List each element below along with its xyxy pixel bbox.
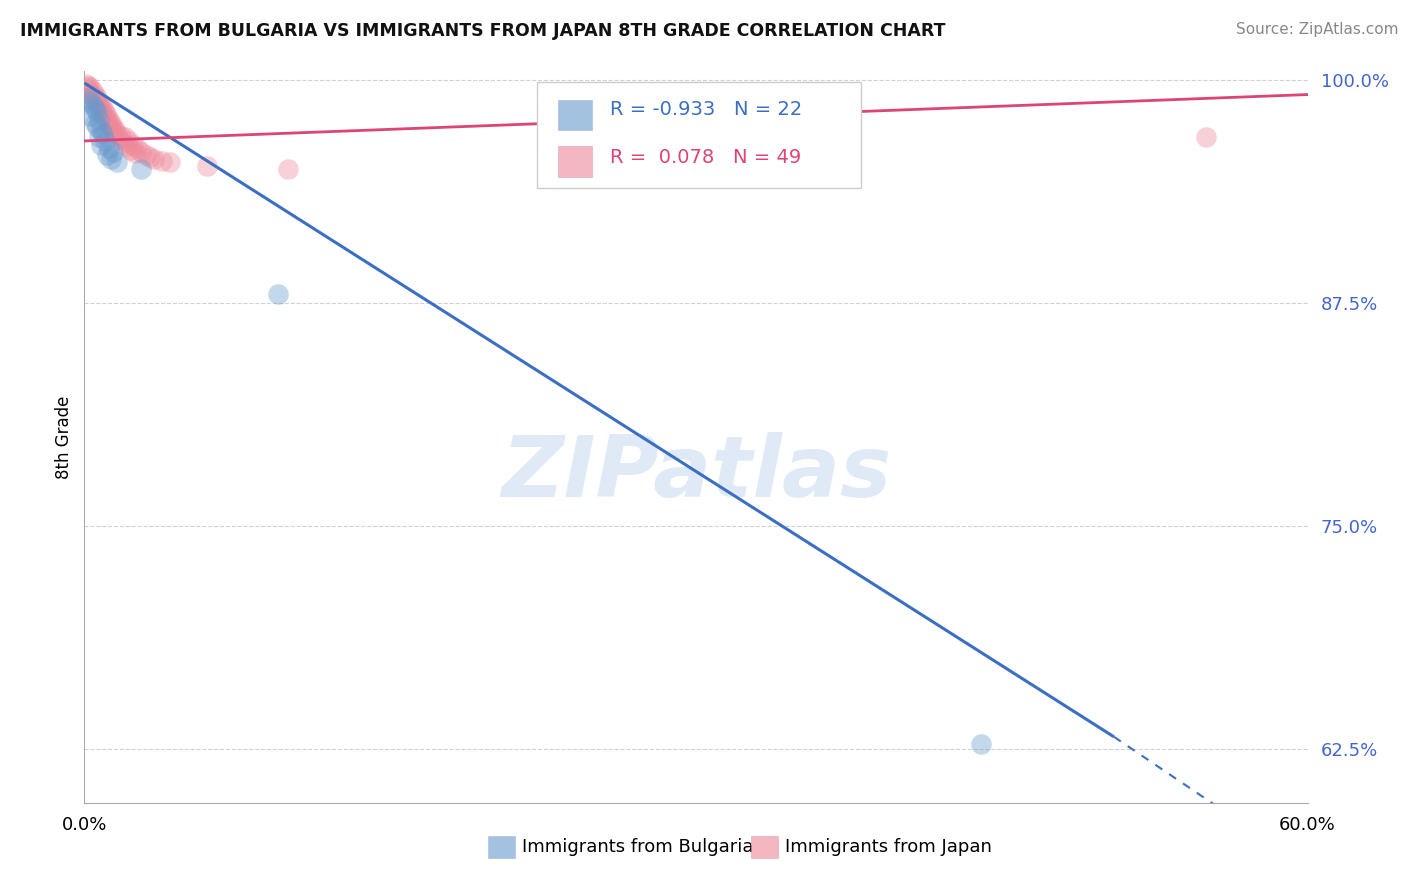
Point [86,91,108,105]
Point [87,112,110,127]
FancyBboxPatch shape [537,82,860,188]
Text: R =  0.078   N = 49: R = 0.078 N = 49 [610,147,801,167]
Point [138,150,160,164]
Point [86,120,108,134]
Point [127,141,149,155]
Point [75,77,97,91]
Point [159,155,181,169]
FancyBboxPatch shape [488,836,515,858]
FancyBboxPatch shape [558,146,592,177]
Point [77,91,100,105]
Point [97,118,120,132]
Point [86,105,108,120]
Point [1195,130,1218,145]
Point [87,100,110,114]
Point [131,162,153,177]
Point [82,84,104,98]
Point [277,162,299,177]
Point [90,137,112,152]
Point [93,134,115,148]
Point [108,132,131,146]
Point [87,130,110,145]
Point [79,86,101,100]
Point [105,127,128,141]
Point [82,98,104,112]
Point [970,737,993,751]
Text: Immigrants from Japan: Immigrants from Japan [786,838,993,855]
Point [83,102,105,116]
Point [543,145,565,159]
Text: ZIPatlas: ZIPatlas [501,432,891,516]
Point [115,139,138,153]
Point [267,287,290,301]
Point [104,123,127,137]
Point [101,125,124,139]
Point [101,145,124,159]
Point [77,82,100,96]
Point [122,137,145,152]
Point [100,152,122,166]
Point [79,80,101,95]
Point [97,141,120,155]
Point [96,114,118,128]
Point [97,112,120,127]
Point [96,109,118,123]
Point [83,116,105,130]
Text: Source: ZipAtlas.com: Source: ZipAtlas.com [1236,22,1399,37]
Point [100,116,122,130]
Point [150,153,173,168]
Text: R = -0.933   N = 22: R = -0.933 N = 22 [610,100,803,120]
FancyBboxPatch shape [558,100,592,130]
Point [86,96,108,111]
Point [105,155,128,169]
Point [131,145,153,159]
Point [83,93,105,107]
Point [91,127,114,141]
Point [135,148,157,162]
FancyBboxPatch shape [751,836,778,858]
Point [118,134,141,148]
Point [93,111,115,125]
Text: IMMIGRANTS FROM BULGARIA VS IMMIGRANTS FROM JAPAN 8TH GRADE CORRELATION CHART: IMMIGRANTS FROM BULGARIA VS IMMIGRANTS F… [20,22,945,40]
Point [90,103,112,118]
Point [91,107,114,121]
Y-axis label: 8th Grade: 8th Grade [55,395,73,479]
Point [114,130,136,145]
Point [124,146,146,161]
Point [112,136,135,150]
Point [101,120,124,134]
Point [93,105,115,120]
Point [110,128,132,143]
Point [96,148,118,162]
Point [90,98,112,112]
Point [87,95,110,109]
Text: Immigrants from Bulgaria: Immigrants from Bulgaria [522,838,754,855]
Point [142,152,165,166]
Point [79,95,101,109]
Point [77,78,100,93]
Point [79,109,101,123]
Point [120,143,142,157]
Point [82,89,104,103]
Point [100,121,122,136]
Point [90,123,112,137]
Point [195,159,218,173]
Point [83,87,105,102]
Point [91,102,114,116]
